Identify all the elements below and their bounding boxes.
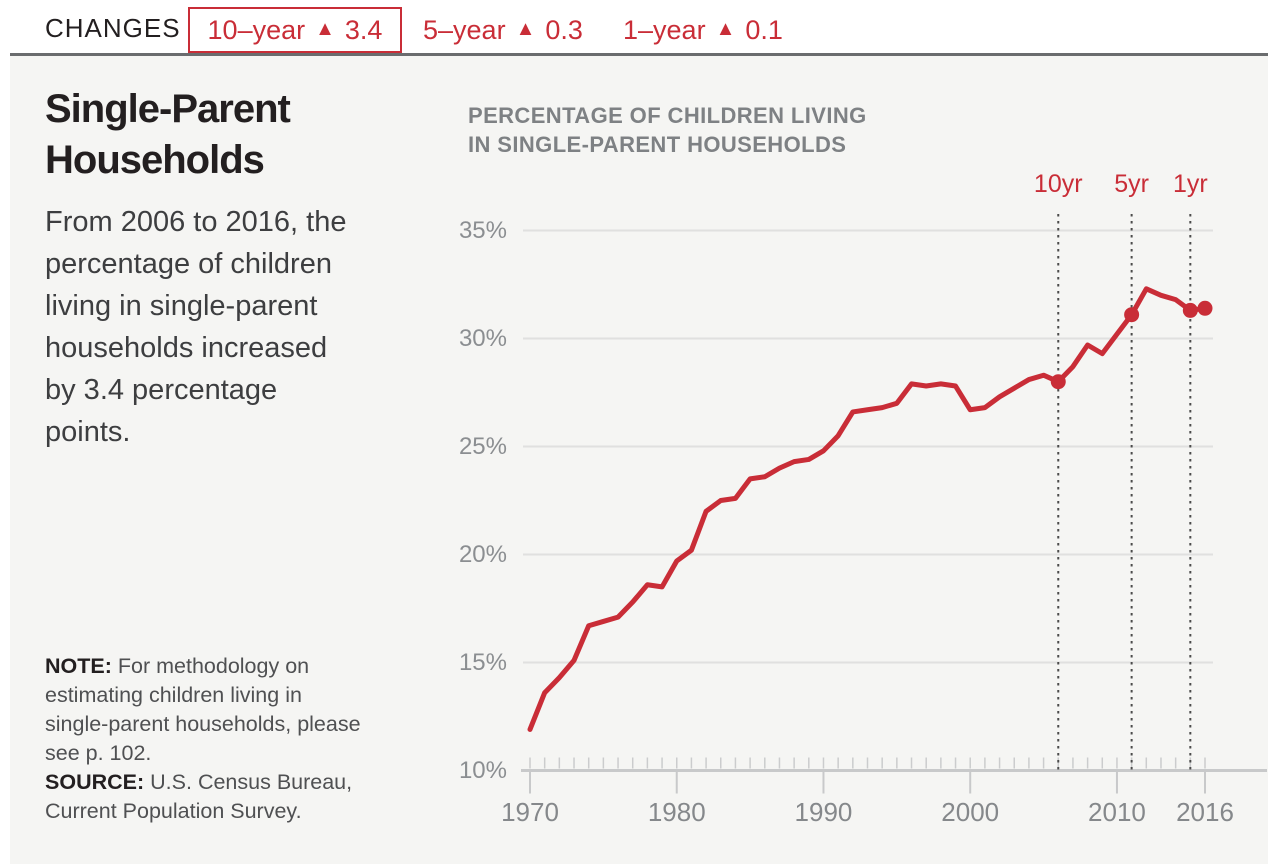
- note-label: NOTE:: [45, 654, 112, 678]
- change-5-year: 5–year ▲ 0.3: [423, 7, 583, 53]
- intro-line: by 3.4 percentage: [45, 374, 278, 406]
- change-5-year-value: 0.3: [545, 14, 583, 45]
- intro-paragraph: From 2006 to 2016, the percentage of chi…: [45, 201, 346, 453]
- chart-title-line2: IN SINGLE-PARENT HOUSEHOLDS: [468, 132, 847, 157]
- source-line: Current Population Survey.: [45, 799, 302, 823]
- note-source-block: NOTE: For methodology on estimating child…: [45, 652, 425, 826]
- change-1-year: 1–year ▲ 0.1: [623, 7, 783, 53]
- note-text: For methodology on: [117, 654, 310, 678]
- up-triangle-icon: ▲: [715, 18, 736, 40]
- change-10-year-value: 3.4: [344, 14, 383, 45]
- intro-line: households increased: [45, 332, 328, 364]
- source-label: SOURCE:: [45, 770, 145, 794]
- page-title-line2: Households: [45, 138, 265, 182]
- data-point-marker: [1197, 300, 1213, 316]
- intro-line: percentage of children: [45, 248, 332, 280]
- note-line: NOTE: For methodology on: [45, 652, 425, 681]
- page-title-line1: Single-Parent: [45, 87, 291, 131]
- chart-title-line1: PERCENTAGE OF CHILDREN LIVING: [468, 103, 867, 128]
- source-text: U.S. Census Bureau,: [150, 770, 353, 794]
- change-1-year-value: 0.1: [745, 14, 783, 45]
- page-title: Single-Parent Households: [45, 84, 291, 186]
- intro-line: points.: [45, 416, 131, 448]
- data-point-marker: [1182, 302, 1198, 318]
- up-triangle-icon: ▲: [515, 18, 536, 40]
- change-10-year-period: 10–year: [207, 14, 306, 45]
- changes-header-label: CHANGES: [45, 13, 181, 43]
- intro-line: From 2006 to 2016, the: [45, 206, 347, 238]
- source-line: SOURCE: U.S. Census Bureau,: [45, 768, 425, 797]
- up-triangle-icon: ▲: [315, 18, 335, 40]
- note-line: see p. 102.: [45, 741, 152, 765]
- note-line: single-parent households, please: [45, 712, 361, 736]
- data-point-marker: [1124, 307, 1140, 323]
- change-1-year-period: 1–year: [623, 14, 706, 45]
- chart-title: PERCENTAGE OF CHILDREN LIVING IN SINGLE-…: [468, 101, 867, 159]
- note-line: estimating children living in: [45, 683, 302, 707]
- change-5-year-period: 5–year: [423, 14, 506, 45]
- data-line: [527, 286, 1208, 732]
- header-divider: [10, 53, 1268, 56]
- change-10-year: 10–year ▲ 3.4: [188, 7, 402, 53]
- data-point-marker: [1050, 374, 1066, 390]
- intro-line: living in single-parent: [45, 290, 318, 322]
